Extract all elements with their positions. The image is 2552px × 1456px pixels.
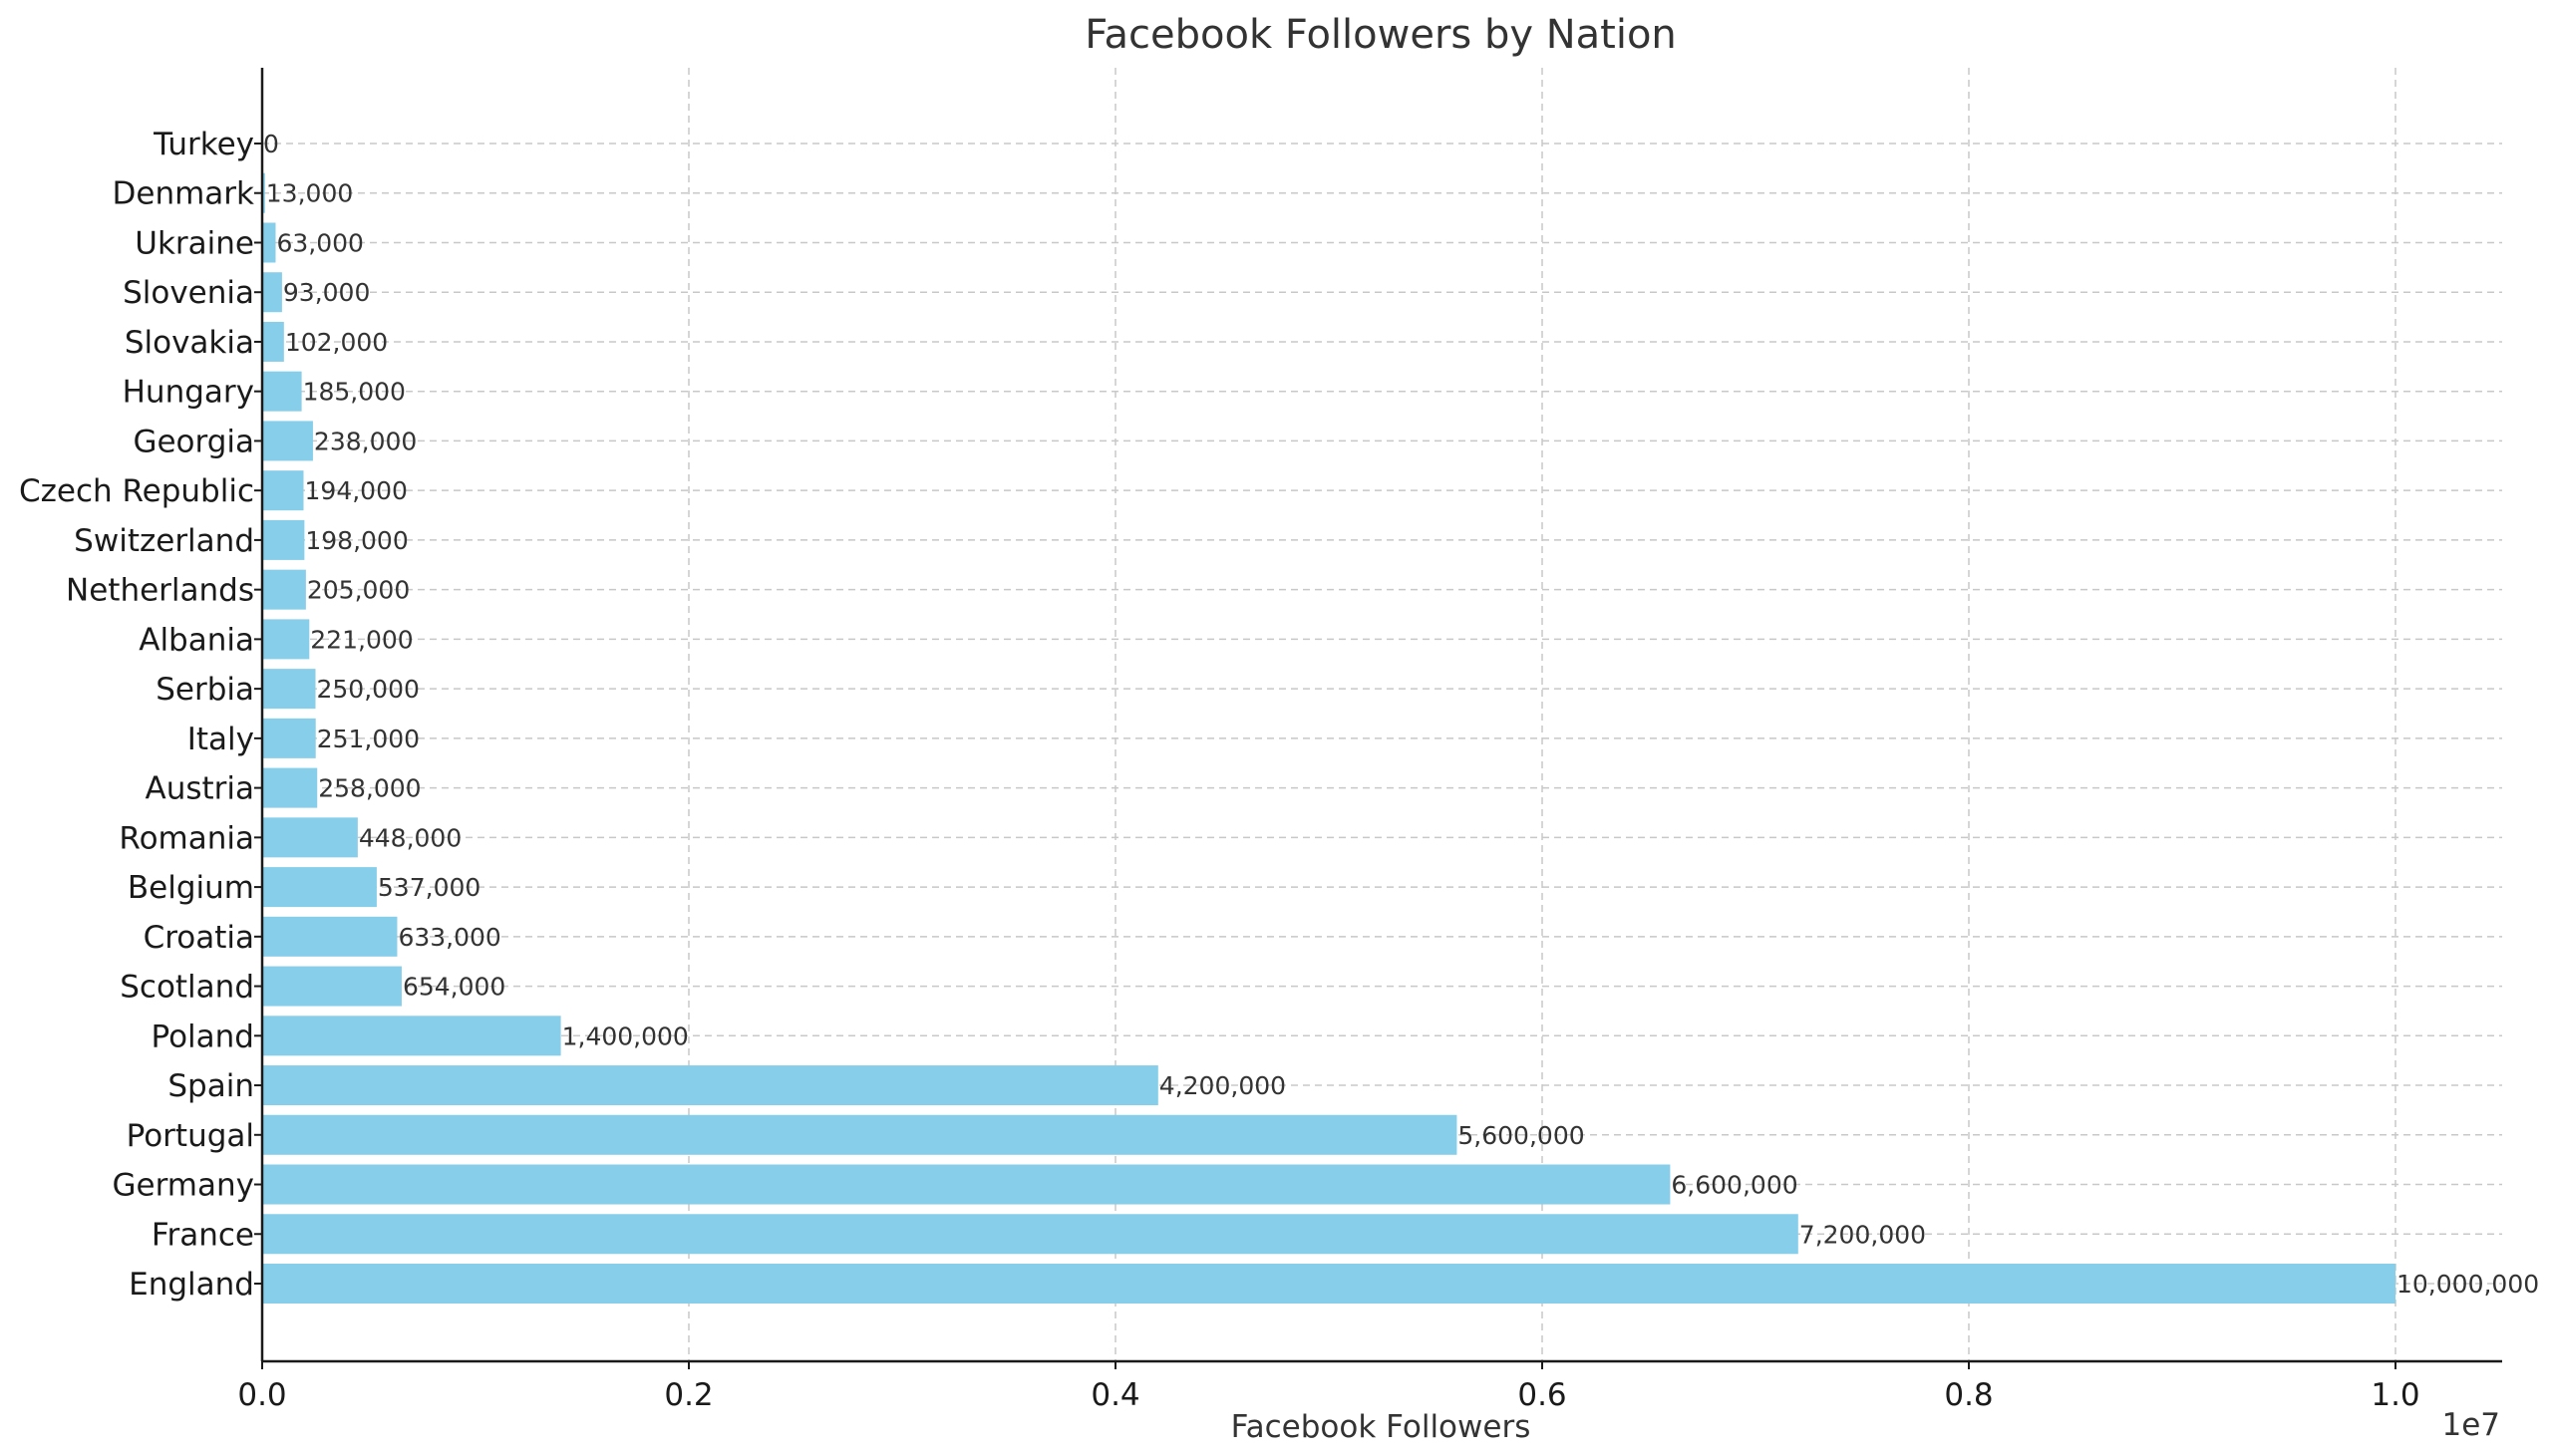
bar-belgium — [262, 867, 377, 908]
bar-netherlands — [262, 569, 306, 610]
category-label: Austria — [145, 771, 254, 807]
bar-hungary — [262, 371, 302, 412]
value-label: 7,200,000 — [1799, 1220, 1926, 1249]
bar-slovenia — [262, 272, 282, 313]
bar-layer — [262, 172, 2395, 1304]
value-label: 4,200,000 — [1159, 1071, 1286, 1100]
value-label: 251,000 — [317, 725, 420, 753]
x-tick-label: 0.6 — [1517, 1377, 1566, 1413]
bar-poland — [262, 1016, 561, 1056]
category-label: Belgium — [128, 870, 254, 906]
bar-scotland — [262, 966, 402, 1007]
category-label: Turkey — [153, 127, 254, 162]
category-label: Hungary — [123, 375, 254, 411]
x-tick-label: 0.0 — [237, 1377, 286, 1413]
value-label: 93,000 — [283, 278, 370, 307]
category-label: Croatia — [144, 920, 254, 956]
value-label: 198,000 — [305, 526, 408, 555]
bar-switzerland — [262, 519, 305, 560]
category-label: Spain — [167, 1068, 254, 1104]
bar-serbia — [262, 669, 316, 710]
category-label: Netherlands — [66, 573, 254, 609]
bar-czech-republic — [262, 470, 304, 511]
category-label: Albania — [139, 622, 254, 658]
bar-albania — [262, 619, 310, 660]
value-label: 5,600,000 — [1457, 1121, 1584, 1150]
category-label: Scotland — [120, 970, 254, 1006]
x-axis-multiplier: 1e7 — [2441, 1407, 2500, 1443]
category-label: England — [129, 1267, 254, 1303]
category-label: Italy — [187, 722, 254, 757]
value-label: 194,000 — [305, 476, 408, 505]
category-label: France — [152, 1217, 254, 1253]
bar-slovakia — [262, 321, 284, 362]
grid-layer — [261, 68, 2502, 1361]
category-label: Poland — [152, 1019, 255, 1054]
category-label: Ukraine — [135, 225, 254, 261]
bar-italy — [262, 718, 316, 758]
chart-title: Facebook Followers by Nation — [1085, 12, 1677, 58]
x-tick-label: 0.4 — [1091, 1377, 1139, 1413]
bar-romania — [262, 817, 358, 858]
value-label: 185,000 — [303, 378, 406, 407]
value-label: 0 — [263, 130, 279, 158]
bar-germany — [262, 1164, 1671, 1205]
value-label: 102,000 — [285, 328, 388, 357]
category-label: Germany — [113, 1168, 254, 1204]
category-label: Denmark — [113, 176, 255, 212]
bar-spain — [262, 1065, 1158, 1106]
x-tick-label: 1.0 — [2371, 1377, 2419, 1413]
bar-denmark — [262, 172, 265, 213]
x-tick-label: 0.2 — [664, 1377, 713, 1413]
value-label: 448,000 — [359, 823, 462, 852]
x-tick-label: 0.8 — [1944, 1377, 1993, 1413]
bar-ukraine — [262, 222, 276, 263]
category-label: Czech Republic — [19, 473, 254, 509]
bar-france — [262, 1214, 1798, 1255]
value-label: 10,000,000 — [2396, 1270, 2539, 1299]
category-label: Georgia — [133, 424, 254, 459]
value-label: 1,400,000 — [562, 1021, 689, 1050]
value-label: 537,000 — [378, 873, 480, 902]
category-label: Slovenia — [123, 275, 254, 311]
value-label: 250,000 — [317, 675, 420, 704]
value-label: 633,000 — [398, 923, 500, 952]
bar-england — [262, 1264, 2395, 1304]
category-label: Serbia — [156, 672, 254, 708]
category-label: Portugal — [127, 1118, 254, 1154]
value-label: 221,000 — [310, 625, 413, 654]
tick-layer: 0.0 0.2 0.4 0.6 0.8 1.0 — [237, 143, 2420, 1413]
bar-portugal — [262, 1114, 1457, 1155]
axis-layer — [260, 68, 2502, 1363]
bar-georgia — [262, 421, 313, 461]
value-label: 13,000 — [266, 179, 353, 208]
value-label: 654,000 — [403, 973, 505, 1002]
value-label: 63,000 — [276, 228, 363, 257]
bar-croatia — [262, 916, 398, 957]
category-label: Switzerland — [74, 523, 254, 559]
bar-austria — [262, 767, 318, 808]
label-layer: England 10,000,000 France 7,200,000 Germany 6… — [19, 127, 2539, 1303]
value-label: 205,000 — [307, 576, 410, 605]
value-label: 238,000 — [314, 427, 417, 455]
value-label: 258,000 — [318, 774, 421, 803]
value-label: 6,600,000 — [1671, 1171, 1797, 1200]
category-label: Slovakia — [125, 325, 254, 361]
category-label: Romania — [119, 820, 254, 856]
x-axis-label: Facebook Followers — [1231, 1409, 1531, 1445]
